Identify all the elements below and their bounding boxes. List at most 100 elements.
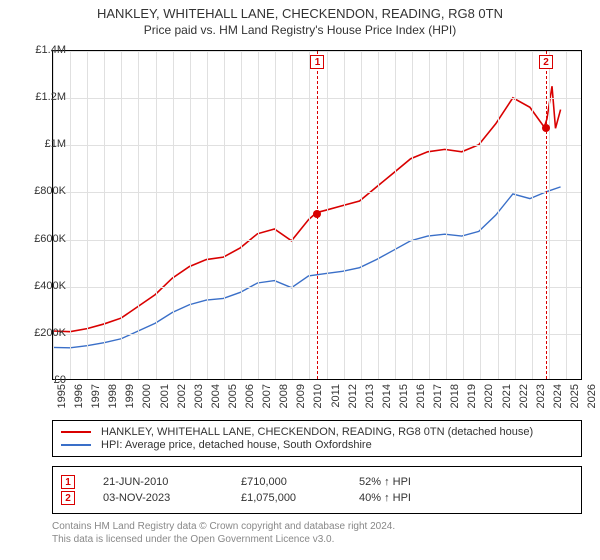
series-line-property_indexed [53,86,561,332]
y-tick-label: £1.2M [18,91,66,103]
x-tick-label: 2003 [193,384,205,408]
footer-line-1: Contains HM Land Registry data © Crown c… [52,520,582,533]
x-tick-label: 2002 [176,384,188,408]
gridline-v [258,51,259,379]
gridline-v [121,51,122,379]
legend-label-property: HANKLEY, WHITEHALL LANE, CHECKENDON, REA… [101,426,533,438]
legend-item-hpi: HPI: Average price, detached house, Sout… [61,439,573,451]
x-tick-label: 2011 [330,384,342,408]
gridline-v [309,51,310,379]
chart-subtitle: Price paid vs. HM Land Registry's House … [0,23,600,37]
gridline-v [207,51,208,379]
x-tick-label: 1998 [107,384,119,408]
x-tick-label: 2026 [586,384,598,408]
legend: HANKLEY, WHITEHALL LANE, CHECKENDON, REA… [52,420,582,457]
gridline-v [190,51,191,379]
x-tick-label: 2009 [295,384,307,408]
sale-marker-box-2: 2 [539,55,553,69]
gridline-v [224,51,225,379]
y-tick-label: £600K [18,233,66,245]
gridline-v [361,51,362,379]
x-tick-label: 2025 [569,384,581,408]
series-line-hpi_area [53,187,561,348]
gridline-v [241,51,242,379]
x-tick-label: 2000 [141,384,153,408]
sale-badge-1: 1 [61,475,75,489]
x-tick-label: 2010 [312,384,324,408]
sale-delta-1: 52% ↑ HPI [359,476,411,488]
chart-title: HANKLEY, WHITEHALL LANE, CHECKENDON, REA… [0,6,600,21]
sale-marker-box-1: 1 [310,55,324,69]
gridline-v [327,51,328,379]
x-tick-label: 2001 [159,384,171,408]
legend-label-hpi: HPI: Average price, detached house, Sout… [101,439,372,451]
gridline-v [446,51,447,379]
x-tick-label: 2019 [466,384,478,408]
x-tick-label: 2015 [398,384,410,408]
gridline-v [156,51,157,379]
x-tick-label: 2008 [278,384,290,408]
x-tick-label: 2023 [535,384,547,408]
y-tick-label: £200K [18,327,66,339]
x-tick-label: 2007 [261,384,273,408]
sale-date-2: 03-NOV-2023 [103,492,213,504]
gridline-v [70,51,71,379]
sales-table: 1 21-JUN-2010 £710,000 52% ↑ HPI 2 03-NO… [52,466,582,514]
gridline-v [463,51,464,379]
gridline-v [480,51,481,379]
y-tick-label: £1M [18,138,66,150]
x-tick-label: 1996 [73,384,85,408]
footer-line-2: This data is licensed under the Open Gov… [52,533,582,546]
chart-area: 12 [52,50,582,380]
x-tick-label: 2017 [432,384,444,408]
footer: Contains HM Land Registry data © Crown c… [52,520,582,546]
y-tick-label: £800K [18,185,66,197]
sale-price-1: £710,000 [241,476,331,488]
gridline-v [549,51,550,379]
gridline-v [87,51,88,379]
sale-vline-2 [546,51,547,379]
sale-date-1: 21-JUN-2010 [103,476,213,488]
x-tick-label: 2022 [518,384,530,408]
gridline-v [429,51,430,379]
y-tick-label: £1.4M [18,44,66,56]
sale-badge-2: 2 [61,491,75,505]
x-tick-label: 2016 [415,384,427,408]
gridline-v [104,51,105,379]
gridline-v [498,51,499,379]
x-tick-label: 2018 [449,384,461,408]
x-tick-label: 2013 [364,384,376,408]
x-tick-label: 2024 [552,384,564,408]
gridline-v [515,51,516,379]
sale-price-2: £1,075,000 [241,492,331,504]
gridline-v [566,51,567,379]
x-tick-label: 2004 [210,384,222,408]
plot-region: 12 [52,50,582,380]
legend-item-property: HANKLEY, WHITEHALL LANE, CHECKENDON, REA… [61,426,573,438]
gridline-v [395,51,396,379]
gridline-v [412,51,413,379]
gridline-v [292,51,293,379]
gridline-v [344,51,345,379]
gridline-v [532,51,533,379]
gridline-v [138,51,139,379]
x-tick-label: 1995 [56,384,68,408]
x-tick-label: 2012 [347,384,359,408]
x-tick-label: 2006 [244,384,256,408]
sale-row-1: 1 21-JUN-2010 £710,000 52% ↑ HPI [61,475,573,489]
x-tick-label: 1997 [90,384,102,408]
legend-swatch-property [61,431,91,433]
gridline-v [173,51,174,379]
gridline-v [275,51,276,379]
y-tick-label: £400K [18,280,66,292]
x-tick-label: 1999 [124,384,136,408]
sale-marker-dot-1 [313,210,321,218]
x-tick-label: 2005 [227,384,239,408]
sale-delta-2: 40% ↑ HPI [359,492,411,504]
sale-row-2: 2 03-NOV-2023 £1,075,000 40% ↑ HPI [61,491,573,505]
x-tick-label: 2014 [381,384,393,408]
sale-marker-dot-2 [542,124,550,132]
titles: HANKLEY, WHITEHALL LANE, CHECKENDON, REA… [0,0,600,37]
x-tick-label: 2021 [501,384,513,408]
chart-container: HANKLEY, WHITEHALL LANE, CHECKENDON, REA… [0,0,600,560]
